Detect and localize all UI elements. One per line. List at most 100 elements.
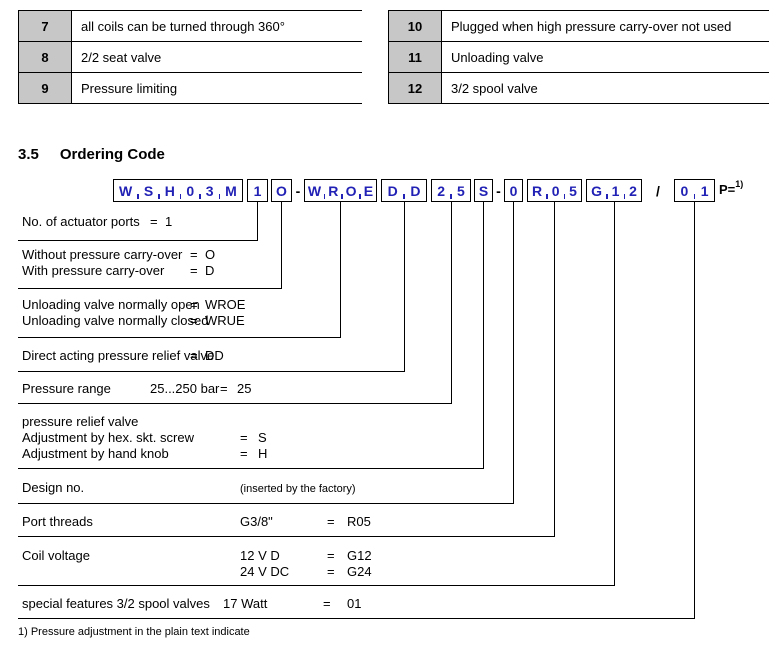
char-separator-tick — [323, 194, 326, 199]
row-code-value: 25 — [237, 381, 252, 396]
char-separator-tick — [137, 194, 139, 199]
code-box: 1 — [247, 179, 268, 202]
equals-sign: = — [327, 514, 335, 529]
code-char: 0 — [680, 182, 689, 199]
row-code-value: G12 — [347, 548, 372, 563]
code-char: D — [410, 182, 421, 199]
table-row: 8 2/2 seat valve — [18, 41, 362, 73]
code-char: O — [276, 182, 287, 199]
item-number-cell: 11 — [388, 41, 442, 73]
code-char: 5 — [569, 182, 577, 199]
row-label: Coil voltage — [22, 548, 90, 563]
item-text-cell: Pressure limiting — [71, 72, 362, 104]
item-text-cell: all coils can be turned through 360° — [71, 10, 362, 42]
code-char: 1 — [700, 182, 709, 199]
row-label: special features 3/2 spool valves — [22, 596, 210, 611]
item-text-cell: Unloading valve — [441, 41, 769, 73]
code-char: O — [345, 182, 357, 199]
table-row: 9 Pressure limiting — [18, 72, 362, 104]
row-code-value: WROE — [205, 297, 246, 312]
char-separator-tick — [546, 194, 548, 199]
row-label: Without pressure carry-over — [22, 247, 183, 262]
table-row: 7 all coils can be turned through 360° — [18, 10, 362, 42]
section-heading: 3.5 Ordering Code — [18, 146, 165, 163]
section-title: Ordering Code — [59, 146, 165, 163]
code-char: S — [143, 182, 154, 199]
code-char: H — [164, 182, 175, 199]
code-separator: / — [656, 182, 660, 199]
row-note: (inserted by the factory) — [240, 483, 356, 495]
row-label: pressure relief valve — [22, 414, 139, 429]
code-char: R — [532, 182, 543, 199]
row-label: Unloading valve normally open — [22, 297, 200, 312]
feature-table-right: 10 Plugged when high pressure carry-over… — [388, 10, 769, 104]
char-separator-tick — [606, 194, 608, 199]
equals-sign: = — [190, 263, 198, 278]
code-char: S — [478, 182, 489, 199]
equals-sign: = — [190, 313, 198, 328]
section-number: 3.5 — [18, 146, 39, 163]
char-separator-tick — [623, 194, 625, 199]
equals-sign: = — [190, 297, 198, 312]
leader-connector-line — [257, 202, 259, 242]
item-number-cell: 10 — [388, 10, 442, 42]
row-code-value: O — [205, 247, 216, 262]
row-code-value: 01 — [347, 596, 362, 611]
code-char: W — [307, 182, 322, 199]
row-mid-value: 24 V DC — [240, 564, 290, 579]
row-code-value: DD — [205, 348, 224, 363]
item-number-cell: 12 — [388, 72, 442, 104]
char-separator-tick — [341, 194, 343, 199]
equals-sign: = — [190, 348, 198, 363]
equals-sign: = — [220, 381, 228, 396]
leader-underline — [18, 288, 283, 290]
equals-sign: = — [327, 548, 335, 563]
code-char: 3 — [205, 182, 214, 199]
code-separator: - — [295, 182, 301, 199]
row-code-value: 1 — [165, 214, 173, 229]
code-char: M — [225, 182, 237, 199]
code-char: 2 — [629, 182, 637, 199]
code-char: W — [119, 182, 133, 199]
char-separator-tick — [693, 194, 696, 199]
item-number-cell: 8 — [18, 41, 72, 73]
row-label: Design no. — [22, 480, 85, 495]
leader-connector-line — [483, 202, 485, 470]
char-separator-tick — [218, 194, 221, 199]
item-number-cell: 9 — [18, 72, 72, 104]
leader-connector-line — [451, 202, 453, 405]
code-char: 0 — [509, 182, 518, 199]
table-row: 11 Unloading valve — [388, 41, 769, 73]
char-separator-tick — [359, 194, 361, 199]
row-label: Adjustment by hex. skt. screw — [22, 430, 194, 445]
code-suffix: P= 1) — [719, 179, 743, 205]
row-code-value: R05 — [347, 514, 371, 529]
table-row: 10 Plugged when high pressure carry-over… — [388, 10, 769, 42]
leader-underline — [18, 536, 556, 538]
code-box: 0 — [504, 179, 523, 202]
char-separator-tick — [158, 194, 160, 199]
row-label: Pressure range — [22, 381, 111, 396]
item-number-cell: 7 — [18, 10, 72, 42]
row-code-value: S — [258, 430, 267, 445]
code-char: 2 — [437, 182, 446, 199]
leader-underline — [18, 240, 259, 242]
leader-connector-line — [281, 202, 283, 290]
leader-underline — [18, 618, 696, 620]
leader-underline — [18, 403, 453, 405]
code-box: S — [474, 179, 493, 202]
code-char: 5 — [456, 182, 465, 199]
char-separator-tick — [199, 194, 201, 199]
feature-table-left: 7 all coils can be turned through 360° 8… — [18, 10, 362, 104]
code-char: G — [591, 182, 602, 199]
code-suffix-text: P= — [719, 182, 736, 197]
row-label: Port threads — [22, 514, 93, 529]
code-char: 1 — [253, 182, 262, 199]
row-mid-value: 12 V D — [240, 548, 280, 563]
code-char: E — [363, 182, 374, 199]
